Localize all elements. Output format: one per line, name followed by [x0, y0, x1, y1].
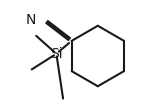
Text: Si: Si [50, 47, 63, 61]
Text: N: N [25, 13, 36, 27]
